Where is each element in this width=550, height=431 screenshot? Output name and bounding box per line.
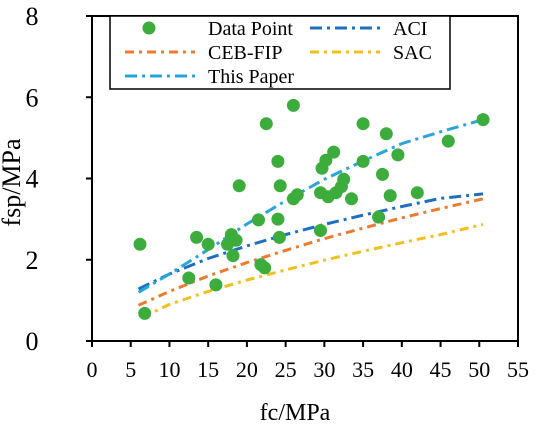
x-tick-label: 0 bbox=[87, 357, 98, 382]
data-point-38 bbox=[383, 189, 397, 203]
y-tick-label: 0 bbox=[26, 327, 39, 356]
data-point-41 bbox=[441, 134, 455, 148]
data-point-3 bbox=[182, 271, 196, 285]
data-point-28 bbox=[327, 145, 341, 159]
data-point-40 bbox=[410, 186, 424, 200]
series-layer bbox=[133, 98, 490, 320]
data-point-35 bbox=[372, 210, 386, 224]
data-point-5 bbox=[201, 237, 215, 251]
data-point-6 bbox=[209, 278, 223, 292]
legend: Data Point ACI CEB-FIP SAC This Paper bbox=[109, 15, 451, 90]
data-point-34 bbox=[356, 154, 370, 168]
data-point-1 bbox=[133, 237, 147, 251]
x-axis-label: fc/MPa bbox=[260, 400, 331, 426]
data-point-42 bbox=[476, 113, 490, 127]
x-tick-label: 5 bbox=[125, 357, 136, 382]
data-point-32 bbox=[345, 192, 358, 206]
legend-marker bbox=[142, 21, 156, 35]
data-point-23 bbox=[314, 224, 327, 237]
x-tick-label: 50 bbox=[468, 357, 490, 382]
legend-label: ACI bbox=[393, 18, 427, 40]
data-point-31 bbox=[337, 172, 351, 186]
legend-label: SAC bbox=[393, 42, 432, 64]
data-point-2 bbox=[138, 306, 152, 320]
data-point-39 bbox=[391, 148, 405, 162]
data-point-15 bbox=[259, 117, 273, 131]
data-point-12 bbox=[252, 213, 265, 227]
data-point-33 bbox=[356, 117, 370, 131]
legend-box bbox=[109, 15, 451, 90]
data-point-16 bbox=[271, 212, 285, 226]
data-point-18 bbox=[272, 230, 286, 244]
series-line-sac bbox=[141, 222, 484, 319]
x-tick-label: 20 bbox=[236, 357, 258, 382]
data-point-22 bbox=[290, 188, 304, 202]
y-axis-label: fsp/MPa bbox=[0, 138, 26, 227]
y-tick-label: 4 bbox=[26, 165, 39, 194]
y-tick-label: 8 bbox=[26, 2, 39, 31]
x-tick-label: 55 bbox=[507, 357, 529, 382]
x-tick-label: 45 bbox=[430, 357, 452, 382]
data-point-19 bbox=[273, 179, 287, 193]
x-tick-label: 15 bbox=[197, 357, 219, 382]
data-point-37 bbox=[379, 127, 393, 141]
x-tick-label: 35 bbox=[352, 357, 374, 382]
axes: 0 5 10 15 20 25 30 35 40 45 50 55 0 2 4 6 8 fc/MPa fsp/MPa bbox=[0, 2, 529, 426]
x-tick-label: 40 bbox=[391, 357, 413, 382]
data-point-10 bbox=[229, 233, 243, 247]
x-tick-label: 10 bbox=[158, 357, 180, 382]
data-point-4 bbox=[190, 230, 204, 244]
y-tick-label: 6 bbox=[26, 83, 39, 112]
x-tick-label: 25 bbox=[275, 357, 297, 382]
data-point-14 bbox=[258, 261, 272, 275]
data-point-36 bbox=[376, 167, 389, 181]
series-line-ceb-fip bbox=[137, 197, 484, 307]
data-point-26 bbox=[319, 153, 333, 167]
data-point-11 bbox=[232, 179, 246, 193]
legend-label: This Paper bbox=[208, 66, 294, 88]
legend-label: CEB-FIP bbox=[208, 42, 282, 64]
series-line-aci bbox=[137, 192, 484, 291]
data-point-20 bbox=[286, 98, 300, 112]
legend-label: Data Point bbox=[208, 18, 293, 40]
series-line-this-paper bbox=[137, 118, 484, 294]
data-point-17 bbox=[271, 154, 285, 168]
y-tick-label: 2 bbox=[26, 246, 39, 275]
data-point-9 bbox=[226, 249, 240, 263]
x-tick-label: 30 bbox=[313, 357, 335, 382]
